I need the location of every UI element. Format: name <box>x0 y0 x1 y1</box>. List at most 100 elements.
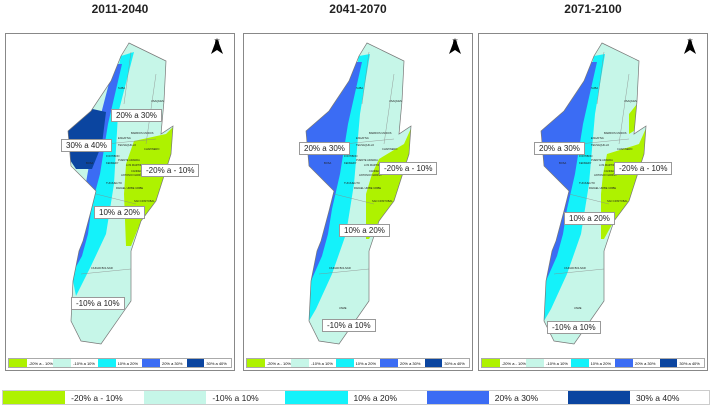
locality-label: CHAPINERO <box>382 147 397 151</box>
mini-legend-item: 30% a 40% <box>659 359 704 367</box>
locality-label: TUNJUELITO <box>579 181 595 185</box>
zone-green <box>601 126 646 239</box>
legend-swatch <box>380 359 398 367</box>
range-label: -20% a - 10% <box>614 162 673 175</box>
legend-swatch <box>482 359 500 367</box>
locality-label: CIUDAD BOLIVAR <box>91 266 113 270</box>
north-arrow-icon: N <box>210 38 224 54</box>
mini-legend-item: 30% a 40% <box>424 359 469 367</box>
mini-legend-item: -10% a 10% <box>53 359 97 367</box>
locality-label: CANDELARIA <box>131 169 148 173</box>
locality-label: LOS MARTIRES <box>364 163 384 167</box>
north-arrow-icon: N <box>448 38 462 54</box>
legend-item: -20% a - 10% <box>3 391 144 404</box>
zone-cyan <box>309 54 370 321</box>
locality-label: SAN CRISTOBAL <box>134 199 155 203</box>
mini-legend-item: -10% a 10% <box>291 359 335 367</box>
locality-label: BOSA <box>86 161 93 165</box>
range-label: 20% a 30% <box>299 142 350 155</box>
legend-label: 30% a 40% <box>206 360 227 366</box>
locality-label: USAQUEN <box>389 99 402 103</box>
legend-label: -10% a 10% <box>546 360 568 366</box>
legend-swatch <box>53 359 72 367</box>
range-label: -10% a 10% <box>547 321 601 334</box>
mini-legend: -20% a - 10% -10% a 10% 10% a 20% 20% a 30%… <box>481 358 705 368</box>
legend-swatch <box>142 359 160 367</box>
legend-swatch <box>3 391 66 404</box>
legend-label: -10% a 10% <box>73 360 95 366</box>
legend-item: 10% a 20% <box>285 391 426 404</box>
legend-swatch <box>570 359 589 367</box>
locality-label: FONTIBON <box>106 154 120 158</box>
legend-swatch <box>186 359 205 367</box>
locality-label: ANTONIO NARIÑO <box>359 172 382 177</box>
locality-label: TEUSAQUILLO <box>356 143 374 147</box>
locality-label: BOSA <box>324 161 331 165</box>
locality-label: CHAPINERO <box>144 147 159 151</box>
locality-label: CANDELARIA <box>604 169 621 173</box>
zone-green <box>366 126 411 239</box>
range-label: 10% a 20% <box>94 206 145 219</box>
legend-label: -10% a 10% <box>212 392 259 403</box>
range-label: -10% a 10% <box>322 319 376 332</box>
locality-label: SUBA <box>356 86 363 90</box>
legend-label: 10% a 20% <box>355 360 377 366</box>
mini-legend-item: 30% a 40% <box>186 359 231 367</box>
locality-label: TUNJUELITO <box>106 181 122 185</box>
locality-label: LOS MARTIRES <box>126 163 146 167</box>
map-svg: SUBA USAQUEN BARRIOS UNIDOS TEUSAQUILLO CHAP… <box>67 42 174 345</box>
locality-label: ENGATIVA <box>591 136 604 140</box>
legend-label: -10% a 10% <box>311 360 333 366</box>
locality-label: PUENTE ARANDA <box>356 158 378 162</box>
legend-label: 20% a 30% <box>494 392 539 403</box>
locality-label: BARRIOS UNIDOS <box>604 131 627 135</box>
mini-legend-item: 10% a 20% <box>335 359 380 367</box>
legend-swatch <box>291 359 310 367</box>
locality-label: ANTONIO NARIÑO <box>121 172 144 177</box>
legend-swatch <box>247 359 265 367</box>
map-svg: SUBA USAQUEN BARRIOS UNIDOS TEUSAQUILLO CHAP… <box>540 42 647 345</box>
mini-legend: -20% a - 10% -10% a 10% 10% a 20% 20% a 30%… <box>8 358 232 368</box>
mini-legend-item: 20% a 30% <box>142 359 186 367</box>
legend-label: 20% a 30% <box>161 360 183 366</box>
mini-legend-item: 10% a 20% <box>97 359 142 367</box>
zone-cyan <box>544 54 605 321</box>
range-label: 10% a 20% <box>564 212 615 225</box>
legend-label: 10% a 20% <box>590 360 612 366</box>
locality-label: FONTIBON <box>579 154 593 158</box>
legend-swatch <box>567 391 630 404</box>
locality-label: USME <box>574 306 582 310</box>
legend-label: 20% a 30% <box>399 360 421 366</box>
map-svg: SUBA USAQUEN BARRIOS UNIDOS TEUSAQUILLO CHAP… <box>305 42 412 345</box>
legend-label: -20% a - 10% <box>71 392 123 403</box>
locality-label: RAFAEL URIBE URIBE <box>589 186 616 190</box>
range-label: 30% a 40% <box>61 139 112 152</box>
legend-label: 30% a 40% <box>679 360 700 366</box>
locality-label: SAN CRISTOBAL <box>607 199 628 203</box>
legend-swatch <box>426 391 489 404</box>
locality-boundaries <box>318 51 395 275</box>
locality-label: TEUSAQUILLO <box>591 143 609 147</box>
locality-label: TUNJUELITO <box>344 181 360 185</box>
legend-swatch <box>144 391 207 404</box>
legend-label: 10% a 20% <box>117 360 139 366</box>
legend-swatch <box>424 359 443 367</box>
mini-legend-item: -10% a 10% <box>526 359 570 367</box>
locality-label: KENNEDY <box>579 161 592 165</box>
panel-title: 2041-2070 <box>329 2 387 16</box>
mini-legend-item: -20% a - 10% <box>9 359 53 367</box>
locality-label: ANTONIO NARIÑO <box>594 172 617 177</box>
locality-label: SUBA <box>591 86 598 90</box>
locality-label: BOSA <box>559 161 566 165</box>
locality-label: FONTIBON <box>344 154 358 158</box>
locality-label: CIUDAD BOLIVAR <box>329 266 351 270</box>
range-label: 20% a 30% <box>534 142 585 155</box>
mini-legend-item: -20% a - 10% <box>247 359 291 367</box>
legend-label: -20% a - 10% <box>28 360 53 366</box>
range-label: 10% a 20% <box>339 224 390 237</box>
locality-label: CANDELARIA <box>369 169 386 173</box>
zone-cyan <box>73 52 134 296</box>
locality-boundaries <box>553 51 630 275</box>
mini-legend-item: -20% a - 10% <box>482 359 526 367</box>
locality-label: USAQUEN <box>151 99 164 103</box>
